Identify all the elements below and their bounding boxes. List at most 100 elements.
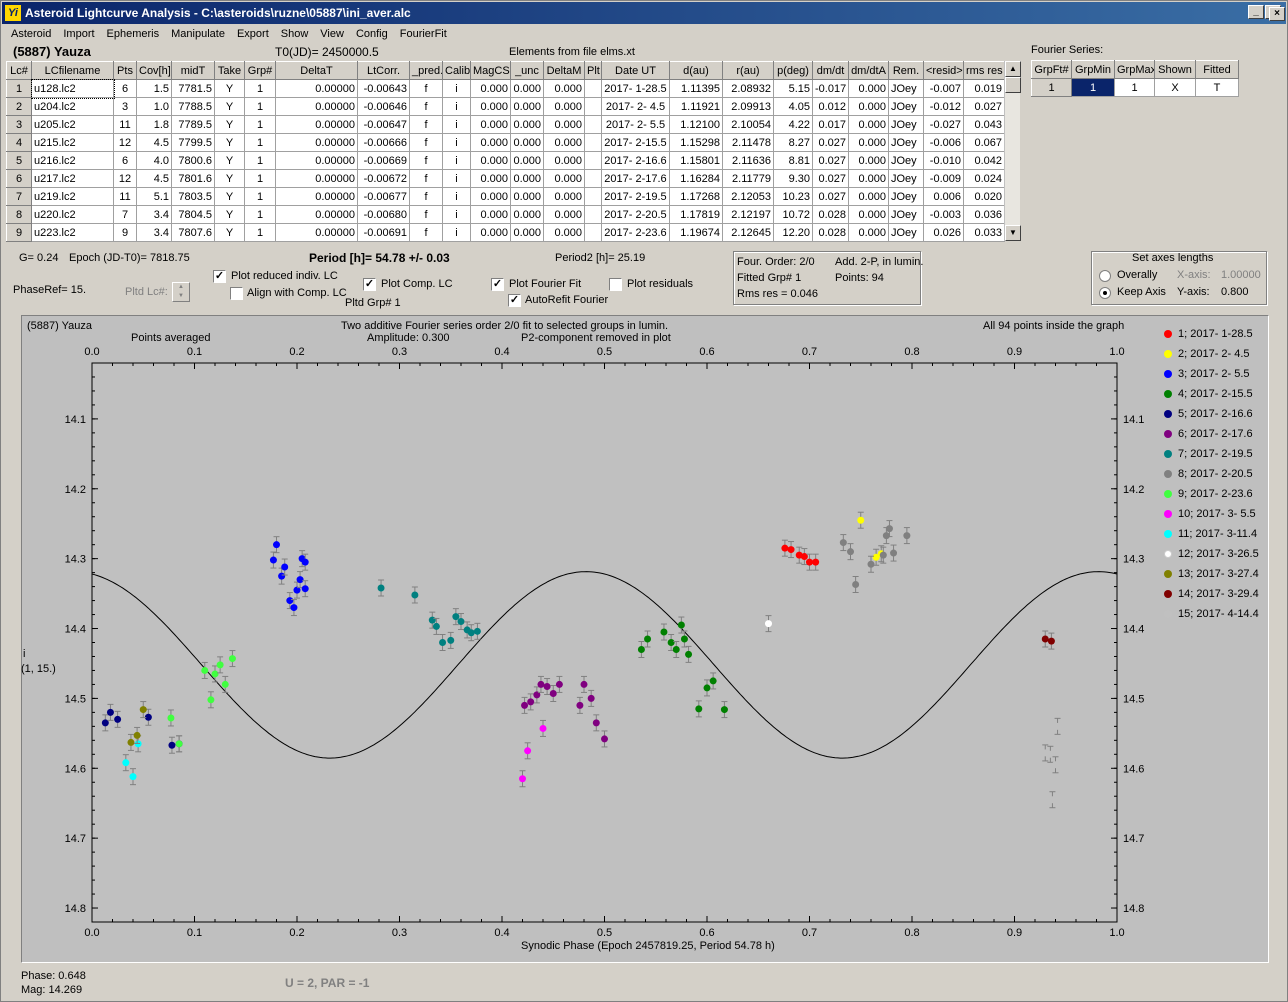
table-cell[interactable]: 0.000 bbox=[848, 169, 889, 188]
table-cell[interactable]: 0.000 bbox=[543, 205, 585, 224]
menu-view[interactable]: View bbox=[320, 27, 344, 40]
lightcurve-table-scrollbar[interactable]: ▲ ▼ bbox=[1004, 61, 1021, 241]
table-row[interactable]: 1 u128.lc2 6 1.5 7781.5 Y 1 0.00000 -0.00643 f i 0.… bbox=[6, 78, 1005, 99]
table-cell[interactable]: 0.00000 bbox=[275, 151, 358, 170]
row-number[interactable]: 6 bbox=[6, 169, 32, 188]
table-row[interactable]: 7 u219.lc2 11 5.1 7803.5 Y 1 0.00000 -0.00677 f i 0… bbox=[6, 187, 1005, 206]
fourier-cell[interactable]: X bbox=[1154, 78, 1196, 97]
plot-fourier-checkbox[interactable]: ✓ bbox=[491, 278, 504, 291]
column-header[interactable]: Rem. bbox=[888, 61, 924, 80]
table-cell[interactable]: 0.027 bbox=[812, 169, 849, 188]
column-header[interactable]: Plt bbox=[584, 61, 602, 80]
table-cell[interactable]: 0.000 bbox=[848, 97, 889, 116]
plot-reduced-checkbox[interactable]: ✓ bbox=[213, 270, 226, 283]
table-cell[interactable]: 2017- 2-20.5 bbox=[601, 205, 670, 224]
table-cell[interactable]: 0.000 bbox=[848, 79, 889, 98]
column-header[interactable]: Take bbox=[214, 61, 245, 80]
fourier-cell[interactable]: T bbox=[1195, 78, 1239, 97]
column-header[interactable]: dm/dtA bbox=[848, 61, 889, 80]
table-cell[interactable]: 2017- 2-16.6 bbox=[601, 151, 670, 170]
table-cell[interactable]: 2017- 2- 5.5 bbox=[601, 115, 670, 134]
table-cell[interactable]: -0.010 bbox=[923, 151, 964, 170]
table-cell[interactable]: 0.00000 bbox=[275, 79, 358, 98]
close-icon[interactable]: × bbox=[1269, 7, 1285, 21]
table-cell[interactable]: 0.000 bbox=[543, 223, 585, 242]
scroll-down-icon[interactable]: ▼ bbox=[1005, 225, 1021, 241]
table-cell[interactable]: 0.012 bbox=[812, 97, 849, 116]
column-header[interactable]: LtCorr. bbox=[357, 61, 410, 80]
table-cell[interactable]: 0.00000 bbox=[275, 169, 358, 188]
table-cell[interactable]: 1.17268 bbox=[669, 187, 723, 206]
table-cell[interactable]: 1.11921 bbox=[669, 97, 723, 116]
menu-import[interactable]: Import bbox=[63, 27, 95, 40]
table-cell[interactable]: -0.00672 bbox=[357, 169, 410, 188]
table-cell[interactable]: 0.000 bbox=[470, 205, 511, 224]
autorefit-checkbox[interactable]: ✓ bbox=[508, 294, 521, 307]
table-cell[interactable]: 1.19674 bbox=[669, 223, 723, 242]
plot-comp-checkbox[interactable]: ✓ bbox=[363, 278, 376, 291]
table-cell[interactable]: 0.00000 bbox=[275, 205, 358, 224]
table-cell[interactable]: 7807.6 bbox=[171, 223, 215, 242]
table-cell[interactable]: -0.006 bbox=[923, 133, 964, 152]
table-cell[interactable]: 0.000 bbox=[543, 133, 585, 152]
menu-asteroid[interactable]: Asteroid bbox=[11, 27, 52, 40]
table-cell[interactable]: u223.lc2 bbox=[31, 223, 114, 242]
table-cell[interactable]: 2017- 2- 4.5 bbox=[601, 97, 670, 116]
table-cell[interactable]: 0.028 bbox=[812, 223, 849, 242]
keep-axis-radio[interactable] bbox=[1099, 287, 1111, 299]
column-header[interactable]: r(au) bbox=[722, 61, 774, 80]
overally-radio[interactable] bbox=[1099, 270, 1111, 282]
table-row[interactable]: 6 u217.lc2 12 4.5 7801.6 Y 1 0.00000 -0.00672 f i 0… bbox=[6, 169, 1005, 188]
table-cell[interactable]: 0.00000 bbox=[275, 115, 358, 134]
column-header[interactable]: _pred. bbox=[409, 61, 443, 80]
column-header[interactable]: Calib. bbox=[442, 61, 471, 80]
column-header[interactable]: _unc bbox=[510, 61, 544, 80]
table-cell[interactable]: 0.000 bbox=[470, 97, 511, 116]
table-cell[interactable]: 2.12197 bbox=[722, 205, 774, 224]
lightcurve-table[interactable]: Lc# LCfilename Pts Cov[h] midT Take Grp# DeltaT… bbox=[6, 61, 1005, 242]
x-axis-value[interactable]: 1.00000 bbox=[1221, 269, 1261, 281]
menu-export[interactable]: Export bbox=[236, 27, 269, 40]
row-number[interactable]: 2 bbox=[6, 97, 32, 116]
table-cell[interactable]: 4.22 bbox=[773, 115, 813, 134]
table-cell[interactable]: 2.09913 bbox=[722, 97, 774, 116]
scroll-thumb[interactable] bbox=[1005, 77, 1021, 93]
table-cell[interactable]: 7789.5 bbox=[171, 115, 215, 134]
align-comp-checkbox[interactable] bbox=[230, 287, 243, 300]
fourier-column-header[interactable]: Shown bbox=[1154, 60, 1196, 79]
column-header[interactable]: Pts bbox=[113, 61, 137, 80]
column-header[interactable]: dm/dt bbox=[812, 61, 849, 80]
column-header[interactable]: DeltaM bbox=[543, 61, 585, 80]
fourier-cell[interactable]: 1 bbox=[1071, 78, 1115, 97]
row-number[interactable]: 8 bbox=[6, 205, 32, 224]
menu-config[interactable]: Config bbox=[355, 27, 388, 40]
y-axis-value[interactable]: 0.800 bbox=[1221, 286, 1249, 298]
table-cell[interactable]: 0.026 bbox=[923, 223, 964, 242]
scroll-up-icon[interactable]: ▲ bbox=[1005, 61, 1021, 77]
column-header[interactable]: LCfilename bbox=[31, 61, 114, 80]
row-number[interactable]: 4 bbox=[6, 133, 32, 152]
table-cell[interactable]: 0.000 bbox=[470, 169, 511, 188]
table-cell[interactable]: 1.0 bbox=[136, 97, 172, 116]
table-cell[interactable]: u128.lc2 bbox=[30, 78, 115, 99]
table-cell[interactable]: JOey bbox=[888, 223, 924, 242]
table-cell[interactable]: 2.12645 bbox=[722, 223, 774, 242]
table-cell[interactable]: 2017- 2-23.6 bbox=[601, 223, 670, 242]
table-cell[interactable]: 0.033 bbox=[963, 223, 1005, 242]
table-cell[interactable]: 0.00000 bbox=[275, 187, 358, 206]
table-row[interactable]: 2 u204.lc2 3 1.0 7788.5 Y 1 0.00000 -0.00646 f i 0.… bbox=[6, 97, 1005, 116]
column-header[interactable]: rms res bbox=[963, 61, 1005, 80]
table-cell[interactable]: 2.10054 bbox=[722, 115, 774, 134]
table-row[interactable]: 8 u220.lc2 7 3.4 7804.5 Y 1 0.00000 -0.00680 f i 0.… bbox=[6, 205, 1005, 224]
column-header[interactable]: <resid> bbox=[923, 61, 964, 80]
table-cell[interactable]: 0.000 bbox=[543, 151, 585, 170]
table-cell[interactable]: 0.000 bbox=[543, 169, 585, 188]
fourier-cell[interactable]: 1 bbox=[1031, 78, 1072, 97]
menu-fourierfit[interactable]: FourierFit bbox=[399, 27, 447, 40]
table-cell[interactable]: 3.4 bbox=[136, 223, 172, 242]
table-cell[interactable]: 0.000 bbox=[848, 223, 889, 242]
table-cell[interactable]: -0.012 bbox=[923, 97, 964, 116]
table-cell[interactable]: 1.16284 bbox=[669, 169, 723, 188]
